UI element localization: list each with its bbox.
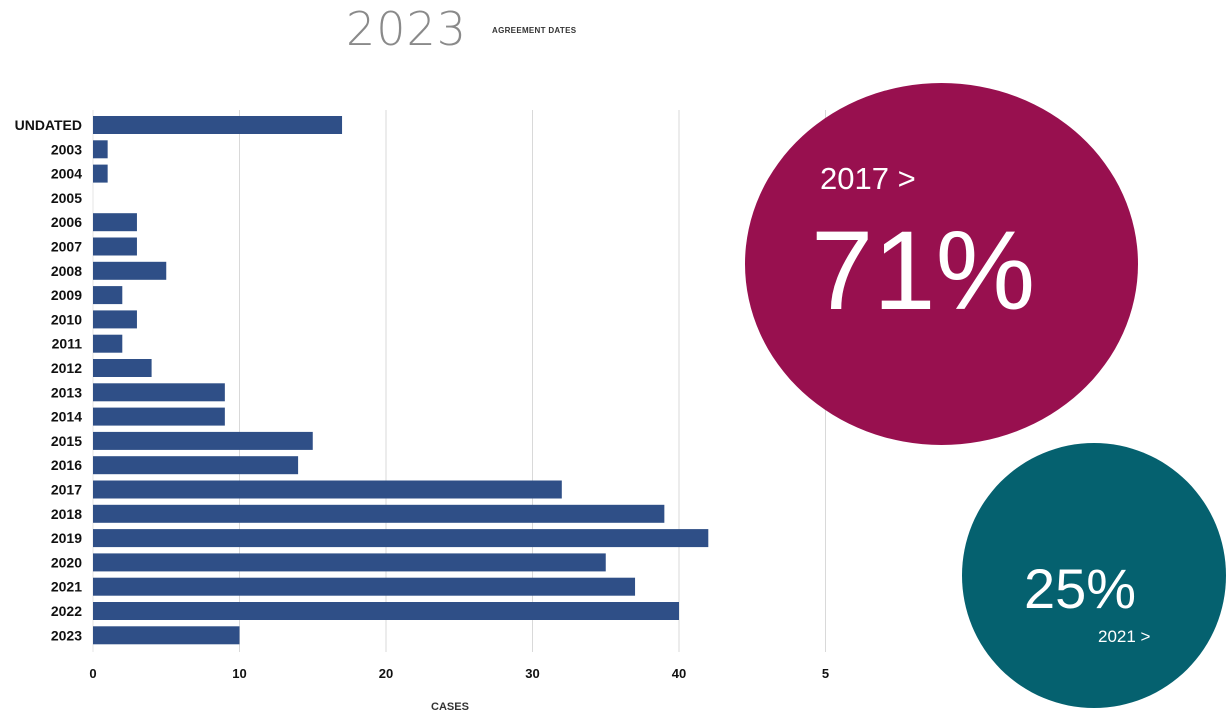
bar — [93, 286, 123, 305]
x-tick-label: 5 — [822, 666, 829, 681]
bar — [93, 431, 313, 450]
category-label: 2019 — [51, 530, 82, 546]
bar — [93, 164, 108, 183]
category-label: 2013 — [51, 384, 82, 400]
bar — [93, 237, 137, 256]
category-label: 2011 — [52, 336, 83, 352]
category-label: 2022 — [51, 603, 82, 619]
callout-percentage: 25% — [1024, 557, 1137, 620]
category-label: 2023 — [51, 627, 82, 643]
category-label: 2014 — [51, 409, 82, 425]
chart-subtitle: AGREEMENT DATES — [492, 26, 577, 35]
bar — [93, 456, 299, 475]
bar — [93, 383, 225, 402]
callout-percentage: 71% — [811, 208, 1036, 333]
category-label: 2007 — [51, 239, 82, 255]
bar — [93, 529, 709, 548]
callout-from-label: 2017 > — [820, 161, 916, 196]
category-label: 2010 — [51, 311, 82, 327]
bar — [93, 261, 167, 280]
category-label: UNDATED — [15, 117, 82, 133]
bar — [93, 310, 137, 329]
category-label: 2017 — [51, 482, 82, 498]
bar — [93, 213, 137, 232]
bar — [93, 626, 240, 645]
x-tick-label: 40 — [672, 666, 686, 681]
category-label: 2015 — [51, 433, 82, 449]
category-label: 2020 — [51, 554, 82, 570]
category-label: 2021 — [51, 579, 82, 595]
category-label: 2016 — [51, 457, 82, 473]
bar — [93, 116, 343, 134]
callout-circle-2021: 25% 2021 > — [962, 443, 1226, 708]
category-label: 2012 — [51, 360, 82, 376]
chart-title-year: 2023 — [346, 2, 468, 56]
category-label: 2018 — [51, 506, 82, 522]
category-label: 2005 — [51, 190, 82, 206]
category-label: 2006 — [51, 214, 82, 230]
x-tick-label: 0 — [89, 666, 96, 681]
category-label: 2004 — [51, 166, 82, 182]
x-axis-label: CASES — [431, 701, 469, 713]
callout-from-label: 2021 > — [1098, 627, 1151, 646]
x-tick-label: 30 — [525, 666, 539, 681]
bar — [93, 407, 225, 426]
bar — [93, 553, 606, 572]
bar — [93, 480, 562, 499]
bar — [93, 602, 679, 620]
category-label: 2008 — [51, 263, 82, 279]
bar — [93, 504, 665, 523]
x-tick-label: 20 — [379, 666, 393, 681]
category-label: 2009 — [51, 287, 82, 303]
bar — [93, 359, 152, 377]
category-label: 2003 — [51, 141, 82, 157]
x-tick-label: 10 — [232, 666, 246, 681]
bar — [93, 334, 123, 353]
bar — [93, 577, 636, 596]
bar — [93, 140, 108, 159]
callout-circle-2017: 2017 > 71% — [745, 83, 1138, 445]
